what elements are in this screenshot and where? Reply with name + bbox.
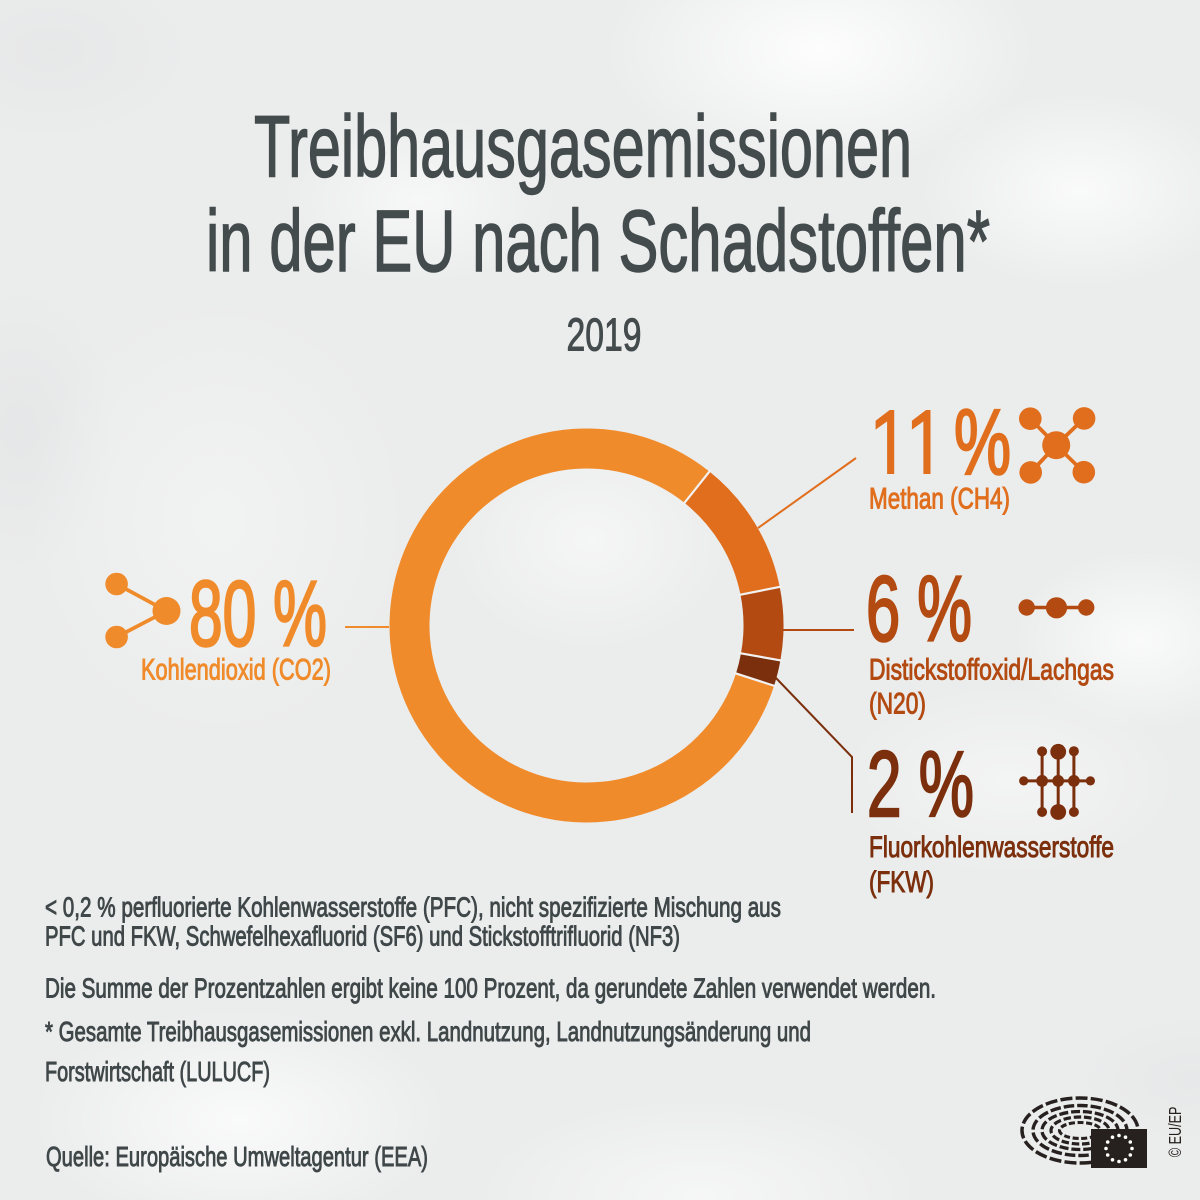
svg-text:(FKW): (FKW) (869, 866, 934, 899)
svg-text:%: % (954, 390, 1011, 494)
svg-text:2 %: 2 % (867, 732, 974, 836)
svg-text:* Gesamte Treibhausgasemission: * Gesamte Treibhausgasemissionen exkl. L… (45, 1016, 811, 1047)
svg-text:(N20): (N20) (869, 688, 926, 721)
svg-text:Quelle: Europäische Umweltagen: Quelle: Europäische Umweltagentur (EEA) (46, 1141, 428, 1172)
svg-text:Forstwirtschaft (LULUCF): Forstwirtschaft (LULUCF) (45, 1056, 270, 1087)
svg-text:< 0,2 % perfluorierte Kohlenwa: < 0,2 % perfluorierte Kohlenwasserstoffe… (45, 892, 781, 923)
svg-text:2019: 2019 (567, 309, 642, 361)
svg-text:Kohlendioxid (CO2): Kohlendioxid (CO2) (141, 654, 331, 687)
svg-text:PFC und FKW, Schwefelhexafluor: PFC und FKW, Schwefelhexafluorid (SF6) u… (45, 921, 680, 952)
svg-text:Treibhausgasemissionen: Treibhausgasemissionen (254, 99, 912, 196)
svg-text:6 %: 6 % (866, 557, 972, 661)
svg-text:in der EU nach Schadstoffen*: in der EU nach Schadstoffen* (206, 193, 990, 290)
svg-text:Methan (CH4): Methan (CH4) (869, 482, 1010, 515)
svg-text:80 %: 80 % (189, 562, 327, 666)
svg-text:Die Summe der Prozentzahlen er: Die Summe der Prozentzahlen ergibt keine… (45, 972, 936, 1003)
svg-text:Distickstoffoxid/Lachgas: Distickstoffoxid/Lachgas (869, 654, 1114, 687)
svg-text:Fluorkohlenwasserstoffe: Fluorkohlenwasserstoffe (869, 831, 1114, 864)
